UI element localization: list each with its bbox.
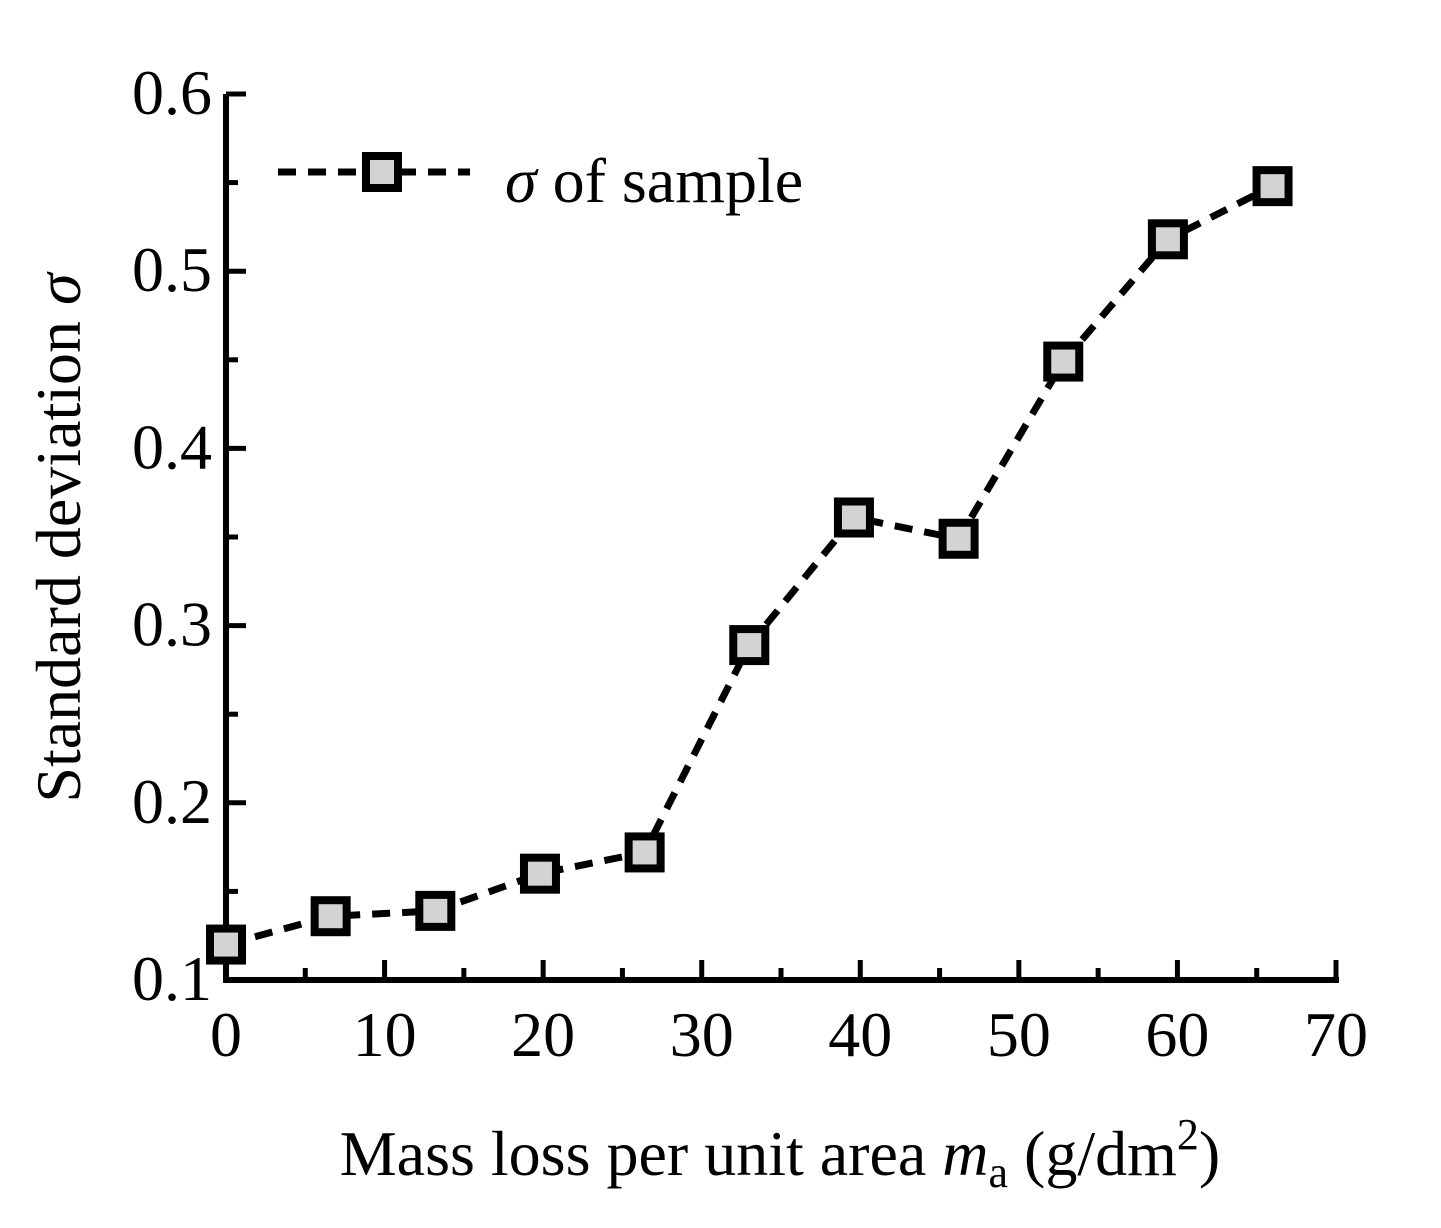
y-tick-label: 0.4: [132, 411, 212, 482]
x-tick-label: 70: [1304, 999, 1368, 1070]
data-point: [938, 518, 979, 559]
series-layer: [206, 166, 1293, 965]
legend-label-sample: σ of sample: [505, 145, 803, 216]
x-tick-label: 0: [210, 999, 242, 1070]
x-axis-title: Mass loss per unit area ma (g/dm2): [340, 1110, 1220, 1197]
data-point: [729, 625, 770, 666]
legend-label-text: of sample: [537, 145, 804, 216]
x-tick-label: 50: [987, 999, 1051, 1070]
x-tick-label: 40: [828, 999, 892, 1070]
y-tick-label: 0.6: [132, 57, 212, 128]
data-point: [415, 890, 456, 931]
y-tick-label: 0.5: [132, 234, 212, 305]
data-point: [833, 497, 874, 538]
y-tick-label: 0.3: [132, 589, 212, 660]
data-point: [519, 853, 560, 894]
legend-label-var: σ: [505, 145, 539, 216]
x-tick-label: 10: [353, 999, 417, 1070]
data-point: [1043, 341, 1084, 382]
data-point: [310, 896, 351, 937]
y-tick-label: 0.1: [132, 943, 212, 1014]
legend: σ of sample: [278, 145, 803, 216]
data-point: [1147, 219, 1188, 260]
y-axis-title: Standard deviation σ: [23, 271, 94, 803]
axes: 0 10 20 30 40 50 60 70 0.1 0.2 0.3 0.4 0.5 0.6: [132, 57, 1368, 1070]
data-point: [206, 924, 246, 965]
data-point: [1252, 166, 1293, 207]
x-tick-label: 60: [1145, 999, 1209, 1070]
series-line: [225, 182, 1275, 948]
y-tick-label: 0.2: [132, 766, 212, 837]
data-point: [624, 832, 665, 873]
x-tick-label: 30: [670, 999, 734, 1070]
legend-marker-sample: [362, 152, 402, 192]
x-tick-label: 20: [511, 999, 575, 1070]
